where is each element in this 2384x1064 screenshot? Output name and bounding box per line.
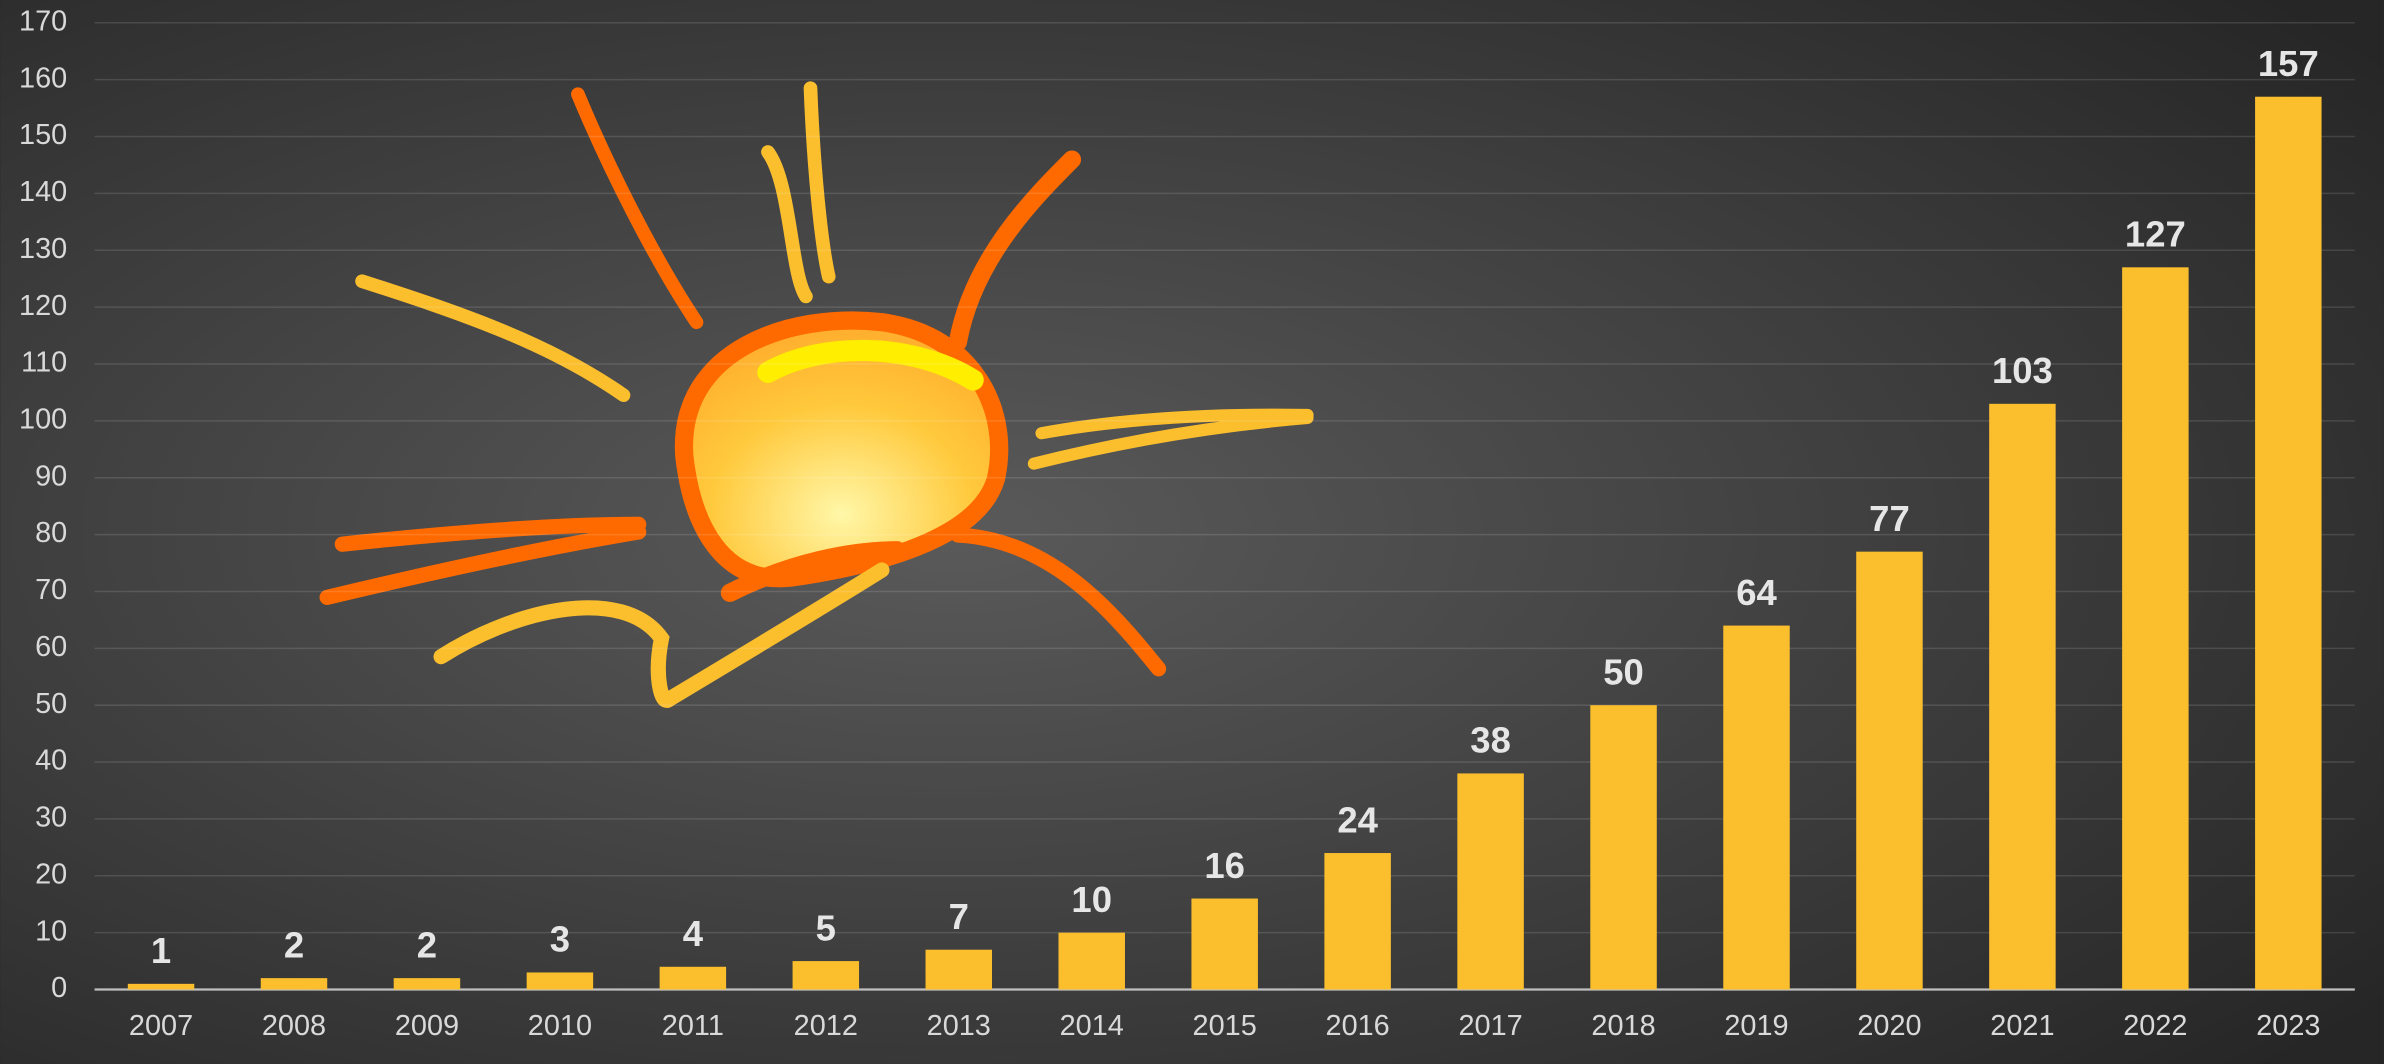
bar — [260, 978, 328, 990]
bar — [526, 972, 594, 990]
data-label: 64 — [1736, 572, 1777, 613]
x-tick-label: 2011 — [662, 1010, 724, 1042]
data-label: 3 — [550, 919, 570, 960]
x-tick-label: 2015 — [1193, 1010, 1257, 1042]
y-tick-label: 170 — [19, 5, 67, 37]
bar — [1723, 625, 1790, 990]
y-tick-label: 130 — [19, 233, 67, 265]
data-label: 77 — [1869, 498, 1910, 539]
y-tick-label: 40 — [35, 745, 67, 777]
bar — [792, 961, 860, 990]
x-tick-label: 2016 — [1326, 1010, 1390, 1042]
x-tick-label: 2020 — [1857, 1010, 1921, 1042]
x-tick-label: 2012 — [794, 1010, 858, 1042]
bar — [1590, 705, 1657, 990]
y-tick-label: 140 — [19, 176, 67, 208]
bar — [393, 978, 461, 990]
bar — [925, 949, 993, 990]
x-tick-label: 2021 — [1990, 1010, 2054, 1042]
bar — [1058, 932, 1125, 990]
data-label: 50 — [1603, 651, 1644, 692]
x-tick-label: 2019 — [1724, 1010, 1788, 1042]
data-label: 16 — [1204, 845, 1245, 886]
y-tick-label: 90 — [35, 460, 67, 492]
y-tick-label: 110 — [21, 347, 67, 379]
y-tick-label: 100 — [19, 403, 67, 435]
y-tick-label: 80 — [35, 517, 67, 549]
y-tick-label: 150 — [19, 119, 67, 151]
y-tick-label: 120 — [19, 290, 67, 322]
data-label: 24 — [1337, 799, 1378, 840]
data-label: 127 — [2125, 214, 2186, 255]
bar — [2255, 96, 2322, 990]
bar — [659, 966, 727, 990]
data-label: 2 — [284, 924, 304, 965]
y-tick-label: 50 — [35, 688, 67, 720]
bar — [1457, 773, 1524, 990]
data-label: 5 — [816, 907, 836, 948]
x-tick-label: 2017 — [1458, 1010, 1522, 1042]
y-tick-label: 60 — [35, 631, 67, 663]
data-label: 103 — [1992, 350, 2053, 391]
x-tick-label: 2018 — [1591, 1010, 1655, 1042]
x-tick-label: 2007 — [129, 1010, 193, 1042]
x-tick-label: 2014 — [1060, 1010, 1124, 1042]
y-tick-label: 70 — [35, 574, 67, 606]
x-tick-label: 2008 — [262, 1010, 326, 1042]
data-label: 10 — [1071, 879, 1112, 920]
x-tick-label: 2022 — [2123, 1010, 2187, 1042]
y-tick-label: 20 — [35, 858, 67, 890]
y-tick-label: 160 — [19, 62, 67, 94]
data-label: 1 — [151, 930, 171, 971]
y-tick-label: 0 — [51, 972, 67, 1004]
sun-illustration — [319, 81, 1314, 708]
bar — [1989, 403, 2056, 990]
bar — [1856, 551, 1923, 990]
y-tick-label: 30 — [35, 802, 67, 834]
x-tick-label: 2013 — [927, 1010, 991, 1042]
bar — [127, 983, 195, 990]
data-label: 157 — [2258, 43, 2319, 84]
y-tick-label: 10 — [35, 915, 67, 947]
bar — [2122, 267, 2189, 990]
data-label: 38 — [1470, 720, 1511, 761]
x-tick-label: 2010 — [528, 1010, 592, 1042]
bar — [1191, 898, 1258, 990]
bar — [1324, 853, 1391, 990]
x-tick-label: 2023 — [2256, 1010, 2320, 1042]
x-tick-label: 2009 — [395, 1010, 459, 1042]
data-label: 4 — [683, 913, 704, 954]
data-label: 7 — [949, 896, 969, 937]
data-label: 2 — [417, 924, 437, 965]
